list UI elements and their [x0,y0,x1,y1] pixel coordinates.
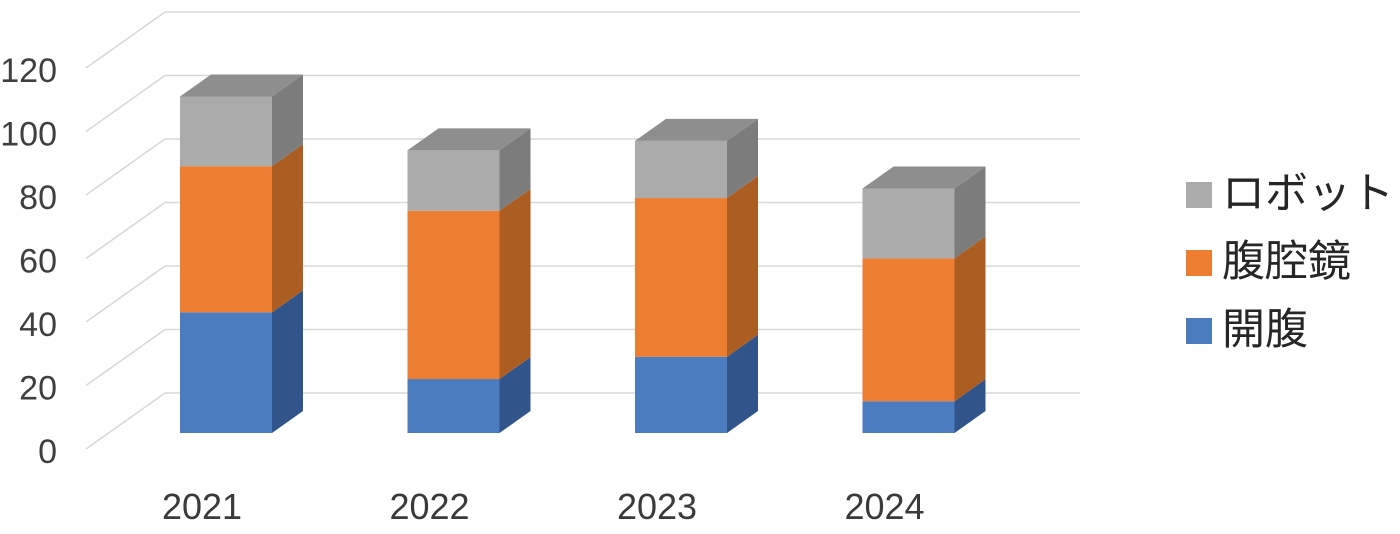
bar-top-ロボット [407,128,531,151]
y-axis-tick [85,201,166,260]
bar-segment-side-開腹 [272,290,303,433]
bar-segment-front-腹腔鏡 [635,198,727,357]
legend-swatch-laparoscope [1186,249,1212,276]
bar-segment-side-腹腔鏡 [272,144,303,313]
y-axis-tick [85,265,166,323]
legend-swatch-open-surgery [1186,317,1212,344]
legend-swatch-robot [1186,181,1212,208]
bar-segment-front-開腹 [635,356,727,433]
category-label: 2022 [389,486,469,527]
legend-item-robot: ロボット [1186,171,1394,218]
legend-label-laparoscope: 腹腔鏡 [1222,238,1351,286]
bar-segment-front-開腹 [407,379,500,433]
bar-segment-front-開腹 [180,312,272,433]
y-axis-tick [85,328,166,387]
bar-segment-front-腹腔鏡 [862,258,955,402]
y-tick-label: 100 [0,116,57,154]
bar-segment-side-ロボット [727,118,758,199]
y-axis-tick [85,392,166,450]
legend-item-open-surgery: 開腹 [1186,307,1394,354]
bar-segment-front-ロボット [635,140,727,199]
category-label: 2024 [844,486,924,527]
y-tick-label: 80 [19,179,57,217]
bar-segment-side-腹腔鏡 [727,176,758,357]
bar-segment-side-ロボット [954,166,986,259]
bar-2022 [407,128,531,433]
bar-segment-front-ロボット [407,150,500,211]
bar-segment-front-腹腔鏡 [407,210,500,380]
y-tick-label: 60 [19,243,57,281]
bar-top-ロボット [635,118,758,141]
bar-segment-front-ロボット [862,188,955,259]
bar-segment-front-ロボット [180,96,272,167]
legend-label-robot: ロボット [1222,170,1394,218]
bar-segment-front-開腹 [862,401,955,433]
bar-segment-front-腹腔鏡 [180,166,272,313]
y-axis-labels-group: 0 20 40 60 80 100 120 [0,52,57,471]
bars-group [180,74,986,433]
y-axis-tick [85,11,166,69]
gridlines-group [85,11,1080,450]
bar-segment-side-ロボット [499,128,531,211]
bar-segment-side-開腹 [727,334,758,433]
category-label: 2021 [162,486,242,527]
bar-top-ロボット [862,166,986,189]
y-tick-label: 20 [19,370,57,408]
category-label: 2023 [617,486,697,527]
bar-segment-side-腹腔鏡 [499,188,531,380]
legend-item-laparoscope: 腹腔鏡 [1186,239,1394,286]
y-axis-tick [85,138,166,196]
bar-segment-side-開腹 [499,357,531,433]
y-axis-tick [85,74,166,133]
bar-2021 [180,74,303,433]
y-tick-label: 0 [38,433,57,471]
y-tick-label: 120 [0,52,57,90]
chart-legend: ロボット 腹腔鏡 開腹 [1186,171,1394,354]
bar-segment-side-開腹 [954,379,986,433]
bar-2024 [862,166,986,433]
bar-2023 [635,118,758,433]
bar-segment-side-ロボット [272,74,303,167]
bar-segment-side-腹腔鏡 [954,236,986,402]
category-labels-group: 2021 2022 2023 2024 [162,486,925,527]
legend-label-open-surgery: 開腹 [1222,306,1308,354]
bar-top-ロボット [180,74,303,97]
y-tick-label: 40 [19,306,57,344]
